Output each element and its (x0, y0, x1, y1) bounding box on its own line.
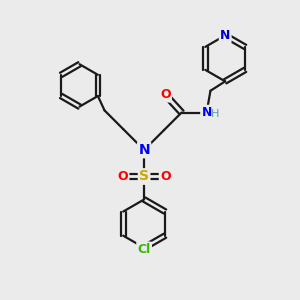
Text: O: O (160, 170, 171, 183)
Text: S: S (139, 169, 149, 184)
Text: O: O (118, 170, 128, 183)
Text: Cl: Cl (137, 243, 151, 256)
Text: O: O (160, 170, 171, 183)
Text: N: N (201, 106, 212, 119)
Text: N: N (220, 29, 230, 42)
Text: O: O (118, 170, 128, 183)
Text: N: N (138, 143, 150, 157)
Text: Cl: Cl (137, 243, 151, 256)
Text: N: N (201, 106, 212, 119)
Text: N: N (220, 29, 230, 42)
Text: N: N (138, 143, 150, 157)
Text: H: H (211, 109, 219, 119)
Text: S: S (139, 169, 149, 184)
Text: O: O (160, 88, 171, 101)
Text: O: O (160, 88, 171, 101)
